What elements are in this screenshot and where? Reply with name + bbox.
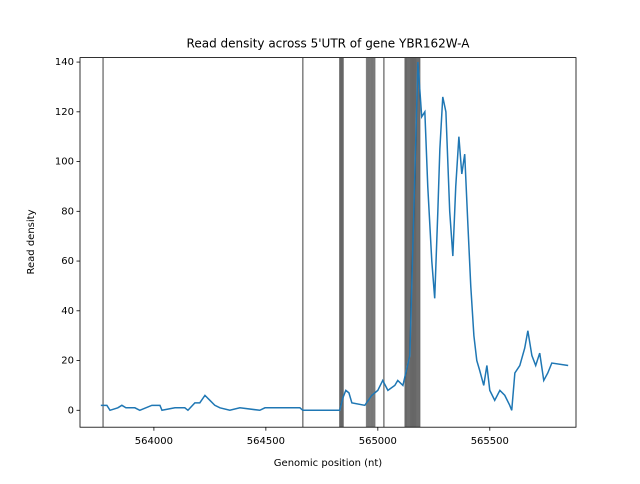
x-axis-label: Genomic position (nt) bbox=[274, 458, 383, 469]
y-tick-label: 120 bbox=[55, 107, 74, 118]
y-tick-label: 0 bbox=[68, 405, 74, 416]
y-axis-label: Read density bbox=[26, 209, 37, 274]
y-tick-label: 60 bbox=[61, 256, 74, 267]
y-tick-label: 20 bbox=[61, 356, 74, 367]
x-tick-label: 565500 bbox=[471, 436, 509, 447]
chart-title: Read density across 5'UTR of gene YBR162… bbox=[187, 37, 471, 51]
data-line bbox=[100, 62, 569, 412]
plot-frame bbox=[79, 57, 577, 428]
x-tick-label: 564000 bbox=[135, 436, 173, 447]
x-tick-label: 564500 bbox=[247, 436, 285, 447]
y-tick-label: 100 bbox=[55, 157, 74, 168]
x-tick-label: 565000 bbox=[359, 436, 397, 447]
y-tick-label: 80 bbox=[61, 206, 74, 217]
y-tick-label: 140 bbox=[55, 57, 74, 68]
y-tick-label: 40 bbox=[61, 306, 74, 317]
